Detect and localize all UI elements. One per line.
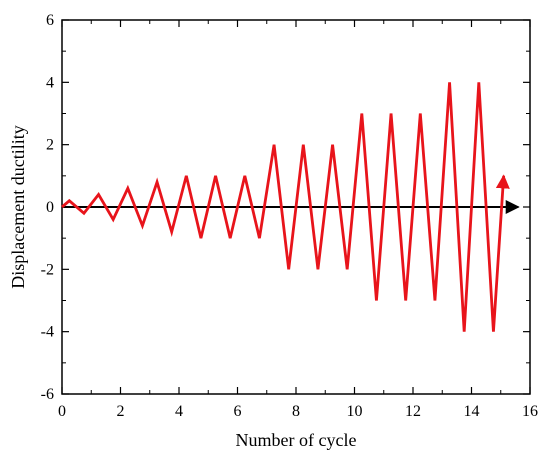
x-tick-label: 8 — [292, 403, 300, 420]
y-axis-title: Displacement ductility — [8, 125, 28, 288]
y-tick-label: -4 — [41, 324, 54, 341]
x-tick-label: 0 — [58, 403, 66, 420]
x-tick-label: 14 — [464, 403, 480, 420]
x-tick-label: 4 — [175, 403, 183, 420]
y-tick-label: 6 — [46, 12, 54, 29]
x-axis-ticks: 0 2 4 6 8 10 12 14 16 — [58, 20, 538, 420]
series-line-0 — [61, 82, 510, 332]
y-tick-label: -6 — [41, 386, 54, 403]
x-tick-label: 12 — [405, 403, 421, 420]
x-tick-label: 10 — [347, 403, 363, 420]
y-tick-label: -2 — [41, 261, 54, 278]
y-tick-label: 4 — [46, 74, 54, 91]
x-axis-title: Number of cycle — [236, 430, 357, 450]
x-tick-label: 6 — [234, 403, 242, 420]
y-tick-label: 0 — [46, 199, 54, 216]
x-tick-label: 2 — [117, 403, 125, 420]
series-group — [61, 82, 510, 332]
x-tick-label: 16 — [522, 403, 538, 420]
y-tick-label: 2 — [46, 137, 54, 154]
